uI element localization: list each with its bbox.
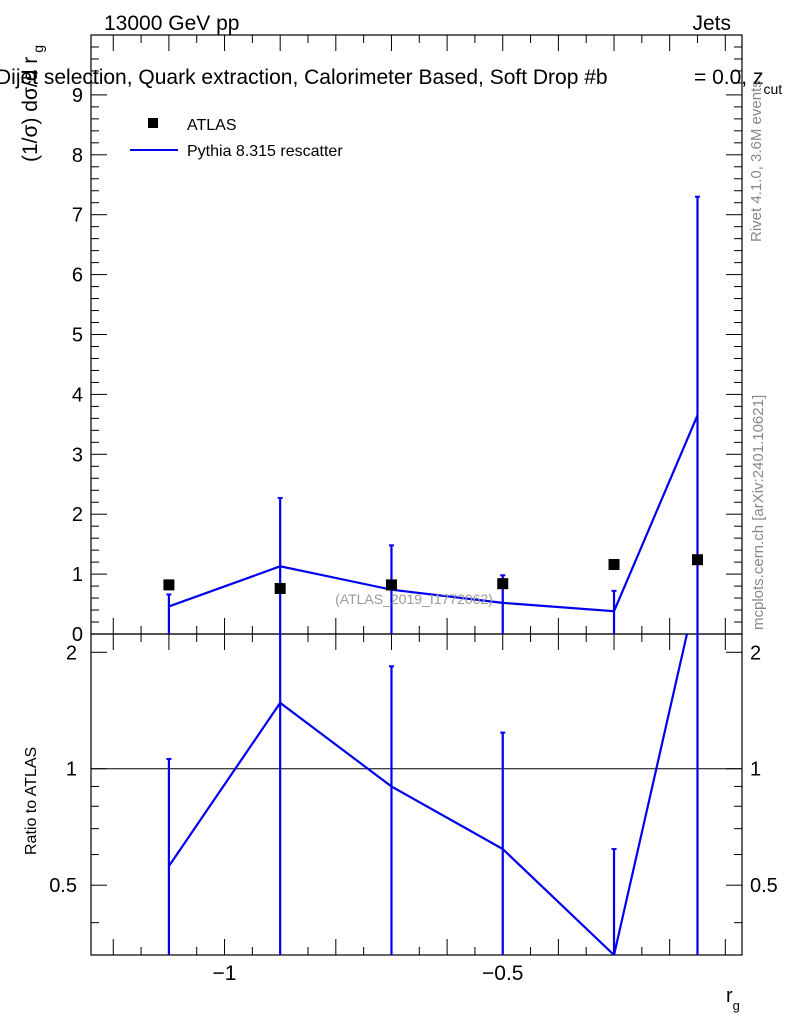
ratio-ytick-label-right: 0.5 [750, 875, 778, 897]
side-rivet: Rivet 4.1.0, 3.6M events [748, 80, 765, 242]
main-ytick-label: 5 [72, 325, 83, 347]
main-ytick-label: 6 [72, 265, 83, 287]
atlas-point [497, 578, 509, 590]
ratio-panel: −1 −0.5 0.5 0.5 1 1 2 2 [49, 633, 778, 985]
process-label: Jets [692, 12, 731, 35]
legend-atlas-marker [148, 118, 158, 128]
ratio-frame-box [90, 633, 743, 956]
ratio-xtick-label: −0.5 [482, 962, 523, 985]
analysis-watermark: (ATLAS_2019_I1772062) [335, 591, 493, 607]
xlabel-sub: g [733, 998, 740, 1013]
atlas-point [163, 579, 175, 591]
atlas-point [691, 554, 703, 566]
legend-pythia-label: Pythia 8.315 rescatter [187, 143, 343, 160]
plot-title-param-text: = 0.0, z [694, 66, 763, 89]
ratio-ytick-label: 2 [66, 642, 77, 664]
atlas-point [274, 582, 286, 594]
main-ytick-label: 0 [72, 624, 83, 646]
atlas-point [385, 579, 397, 591]
legend: ATLAS Pythia 8.315 rescatter [130, 117, 343, 160]
main-ytick-label: 4 [72, 384, 83, 406]
side-mcplots-text: mcplots.cern.ch [arXiv:2401.10621] [750, 395, 767, 630]
ratio-ylabel-text: Ratio to ATLAS [23, 747, 40, 855]
main-ytick-label: 3 [72, 444, 83, 466]
ratio-ylabel: Ratio to ATLAS [23, 747, 40, 855]
plot-title: Dijet selection, Quark extraction, Calor… [0, 66, 608, 89]
main-ytick-label: 9 [72, 85, 83, 107]
xlabel: rg [726, 985, 740, 1013]
ratio-ytick-label: 1 [66, 759, 77, 781]
xlabel-main: r [726, 985, 733, 1007]
ratio-ytick-label-right: 2 [750, 642, 761, 664]
ratio-series [166, 634, 699, 955]
pythia-line [168, 414, 699, 613]
chart-marks [163, 195, 703, 955]
main-ylabel-main: (1/σ) dσ/d r [19, 57, 42, 162]
main-panel: 0 1 2 3 4 5 6 7 8 9 [72, 34, 743, 646]
ratio-ytick-label: 0.5 [49, 875, 77, 897]
main-ytick-label: 2 [72, 504, 83, 526]
plot-title-param: = 0.0, zcut [694, 66, 782, 97]
side-rivet-text: Rivet 4.1.0, 3.6M events [748, 80, 765, 242]
main-ytick-label: 7 [72, 205, 83, 227]
ratio-xtick-label: −1 [213, 962, 237, 985]
main-ytick-label: 8 [72, 145, 83, 167]
main-ylabel-text: (1/σ) dσ/d r g [19, 45, 46, 162]
ratio-line [167, 634, 689, 955]
main-ytick-label: 1 [72, 564, 83, 586]
plot-title-param-sub: cut [763, 81, 782, 97]
energy-label: 13000 GeV pp [104, 12, 239, 35]
main-ylabel: (1/σ) dσ/d r g [19, 45, 46, 162]
main-series [163, 195, 703, 634]
legend-atlas-label: ATLAS [187, 117, 237, 134]
side-mcplots: mcplots.cern.ch [arXiv:2401.10621] [750, 395, 767, 630]
ratio-ytick-label-right: 1 [750, 759, 761, 781]
main-ylabel-sub: g [30, 45, 46, 53]
atlas-point [608, 559, 620, 571]
